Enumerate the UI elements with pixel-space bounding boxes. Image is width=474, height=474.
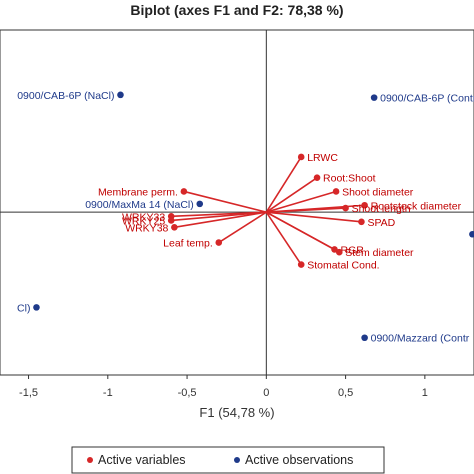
- observation-label: 0900/MaxMa 14 (NaCl): [85, 199, 194, 211]
- x-axis-ticks: -1,5 -1 -0,5 0 0,5 1: [19, 375, 428, 399]
- observation-0900-maxma-14-nacl: [196, 200, 204, 208]
- observation-label: 0900/CAB-6P (Contr: [380, 93, 474, 105]
- vector-tip-stem-diameter: [335, 248, 343, 256]
- variable-label: Stomatal Cond.: [307, 260, 379, 272]
- vector-tip-stomatal-cond: [297, 261, 305, 268]
- variable-label: Shoot length: [352, 203, 411, 215]
- variable-label: Rootstock diameter: [371, 200, 462, 212]
- x-axis-label: F1 (54,78 %): [199, 405, 274, 420]
- vector-stomatal-cond: [265, 211, 302, 266]
- vector-tip-shoot-length: [342, 204, 349, 212]
- vector-tip-spad: [358, 218, 365, 226]
- observation-0900-cab-6p-nacl: [117, 91, 124, 99]
- observation-label: 0900/Mazzard (Contr: [371, 333, 470, 345]
- vector-shoot-diameter: [266, 190, 337, 213]
- observation-090: [469, 230, 474, 238]
- variable-label: Shoot diameter: [342, 186, 414, 198]
- variable-label: Stem diameter: [345, 247, 414, 259]
- vector-tip-rootstock-diameter: [361, 201, 368, 209]
- chart-title: Biplot (axes F1 and F2: 78,38 %): [130, 2, 343, 18]
- vector-tip-leaf-temp: [215, 239, 223, 246]
- vector-membrane-perm: [183, 190, 267, 213]
- vector-wrky38: [174, 211, 267, 229]
- vector-wrky25: [171, 211, 267, 222]
- vector-lrwc: [265, 156, 302, 213]
- variable-label: Root:Shoot: [323, 173, 376, 185]
- variable-label: RGR: [340, 244, 364, 256]
- vector-spad: [266, 211, 362, 223]
- observation-0900-cab-6p-contr: [370, 94, 378, 101]
- observation-label: Cl): [17, 302, 30, 314]
- variable-label: Leaf temp.: [163, 238, 213, 250]
- variable-label: SPAD: [367, 217, 395, 229]
- x-tick-label: 1: [422, 387, 428, 399]
- vector-tip-lrwc: [297, 153, 305, 161]
- variable-label: WRKY38: [125, 222, 168, 234]
- legend-label-observations: Active observations: [245, 453, 353, 467]
- vector-tip-root-shoot: [313, 174, 321, 181]
- x-tick-label: 0,5: [338, 387, 353, 399]
- vector-stem-diameter: [265, 211, 340, 253]
- variable-label: WRKY33: [122, 211, 165, 223]
- legend-label-variables: Active variables: [98, 453, 186, 467]
- vector-leaf-temp: [218, 211, 267, 244]
- x-tick-label: 0: [263, 387, 269, 399]
- vector-tip-wrky25: [167, 217, 175, 224]
- variable-label: Membrane perm.: [98, 186, 178, 198]
- vector-tip-wrky38: [171, 224, 178, 231]
- x-tick-label: -1,5: [19, 387, 38, 399]
- variable-label: WRKY25: [122, 215, 165, 227]
- legend-marker-variables: [87, 457, 93, 463]
- x-tick-label: -0,5: [178, 387, 197, 399]
- x-tick-label: -1: [103, 387, 113, 399]
- variable-label: LRWC: [307, 152, 338, 164]
- legend-box: [71, 446, 385, 474]
- legend-marker-observations: [234, 457, 240, 463]
- vector-root-shoot: [265, 176, 318, 213]
- observation-points: 0900/CAB-6P (NaCl) 0900/CAB-6P (Contr 0900…: [17, 90, 474, 345]
- vector-tip-shoot-diameter: [332, 188, 340, 195]
- observation-label: 0900/CAB-6P (NaCl): [17, 90, 114, 102]
- plot-frame: [0, 29, 474, 376]
- vector-shoot-length: [266, 207, 346, 213]
- vector-tip-membrane-perm: [180, 188, 188, 195]
- observation-cl: [33, 304, 40, 311]
- observation-0900-mazzard-contr: [361, 334, 368, 342]
